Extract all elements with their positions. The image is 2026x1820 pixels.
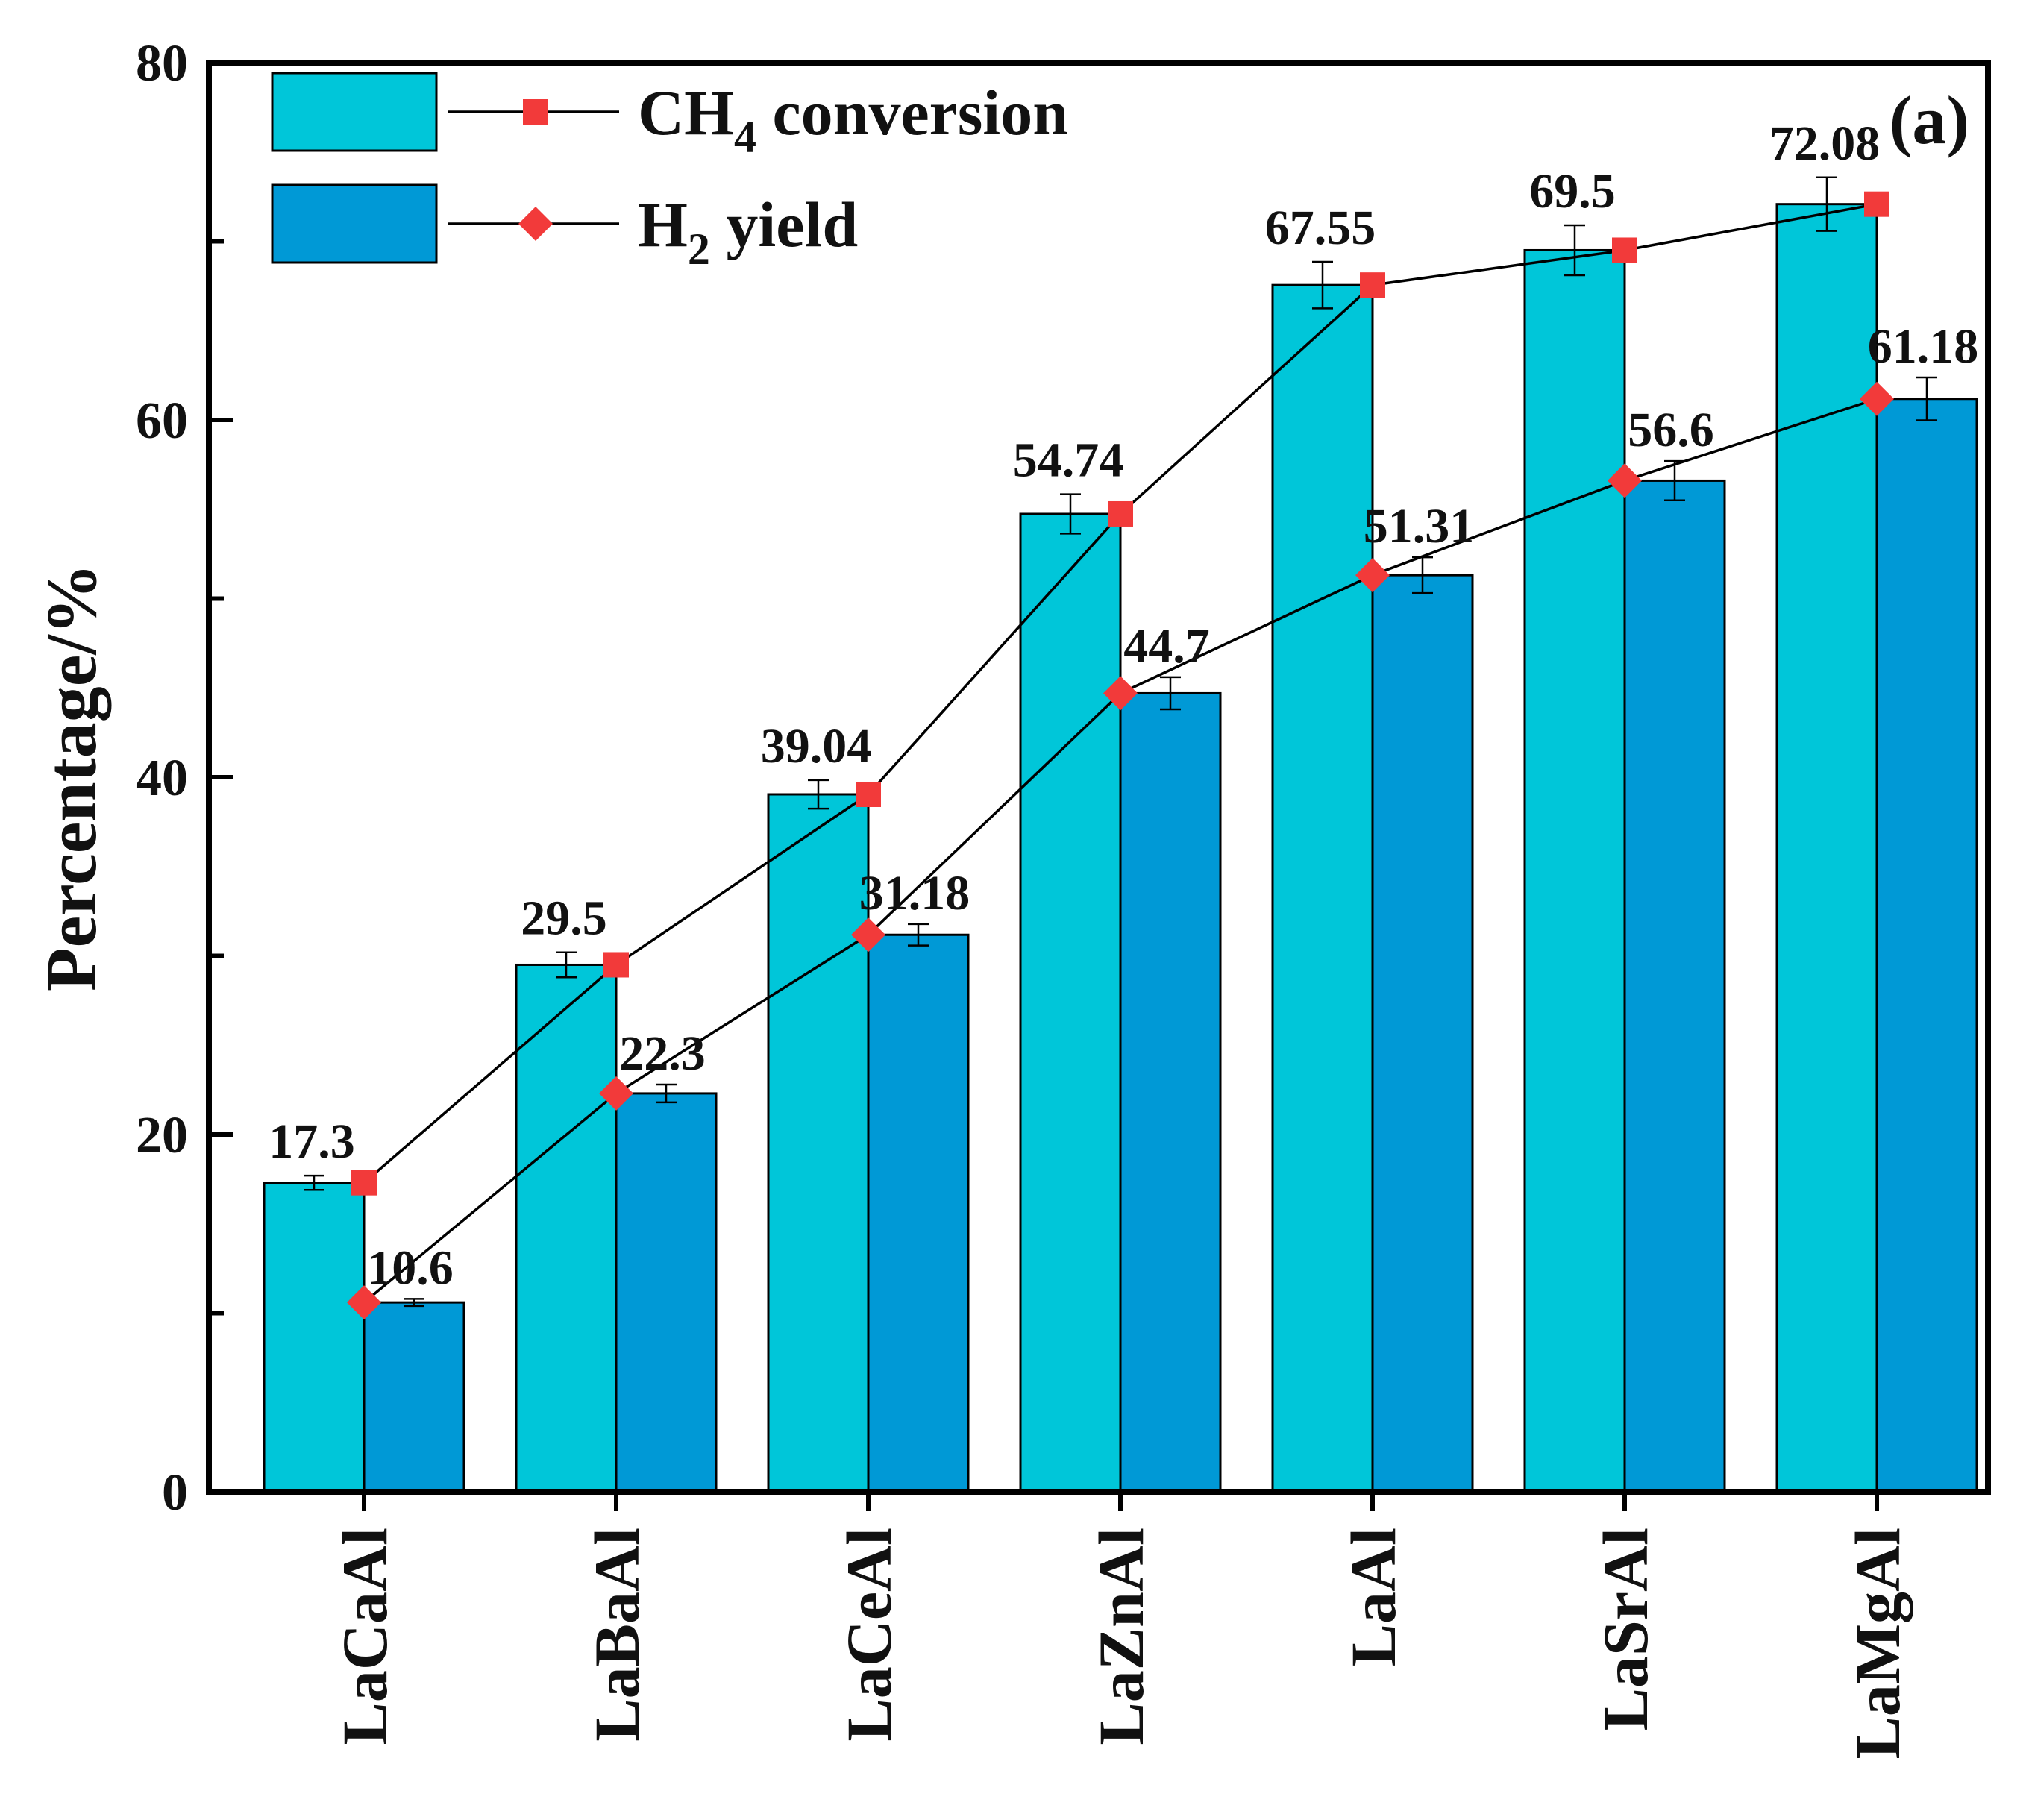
data-label-h2-LaCeAl: 31.18 <box>859 866 970 920</box>
data-labels-layer: 17.3 29.5 39.04 54.74 67.55 69.5 72.08 10.6 22.3… <box>269 116 1978 1296</box>
bar-ch4-LaBaAl <box>515 963 618 1493</box>
data-label-ch4-LaCaAl: 17.3 <box>269 1114 355 1169</box>
bar-ch4-LaCaAl <box>263 1182 366 1493</box>
data-label-ch4-LaCeAl: 39.04 <box>761 719 872 774</box>
error-bar-ch4-LaCeAl <box>808 779 829 810</box>
marker-h2-LaMgAl <box>1860 381 1894 416</box>
marker-ch4-LaBaAl <box>603 952 629 978</box>
y-tick-label: 40 <box>136 750 188 807</box>
bar-ch4-LaCeAl <box>767 793 870 1493</box>
bar-h2-LaAl <box>1371 574 1474 1493</box>
error-bar-h2-LaCaAl <box>404 1298 424 1308</box>
bar-ch4-LaMgAl <box>1775 203 1878 1493</box>
legend-item-h2: H2 yield <box>271 183 858 274</box>
data-label-ch4-LaZnAl: 54.74 <box>1013 433 1124 488</box>
legend-label-tail: yield <box>710 189 858 260</box>
x-tick-label-LaBaAl: LaBaAl <box>581 1528 653 1742</box>
error-bar-ch4-LaZnAl <box>1060 493 1081 535</box>
legend-label: CH4 conversion <box>638 77 1068 162</box>
bars-layer <box>263 203 1978 1493</box>
legend-label-main: CH <box>638 77 734 148</box>
data-label-h2-LaSrAl: 56.6 <box>1628 403 1714 457</box>
data-label-h2-LaMgAl: 61.18 <box>1868 319 1979 374</box>
legend-marker-square <box>523 99 548 125</box>
y-tick-label: 20 <box>136 1107 188 1164</box>
error-bar-h2-LaMgAl <box>1916 376 1937 421</box>
marker-h2-LaSrAl <box>1608 463 1642 498</box>
y-tick-label: 60 <box>136 392 188 450</box>
legend-label-tail: conversion <box>756 77 1068 148</box>
marker-ch4-LaCeAl <box>856 781 881 807</box>
marker-ch4-LaSrAl <box>1612 237 1637 263</box>
marker-ch4-LaAl <box>1360 272 1385 298</box>
legend-label-main: H <box>638 189 688 260</box>
error-bar-ch4-LaBaAl <box>556 951 577 979</box>
bar-h2-LaZnAl <box>1119 691 1222 1493</box>
axes-layer: 0 20 40 60 80 LaCaAl LaBaAl LaCeAl LaZnAl LaAl LaS… <box>31 35 1991 1760</box>
marker-h2-LaZnAl <box>1103 676 1138 711</box>
data-label-h2-LaZnAl: 44.7 <box>1123 619 1210 674</box>
bar-h2-LaSrAl <box>1623 479 1726 1493</box>
bar-ch4-LaZnAl <box>1019 512 1122 1493</box>
legend-item-ch4: CH4 conversion <box>271 72 1068 162</box>
data-label-h2-LaAl: 51.31 <box>1364 499 1475 553</box>
bar-ch4-LaSrAl <box>1523 248 1626 1493</box>
legend-swatch <box>271 72 438 152</box>
bar-ch4-LaAl <box>1271 283 1374 1493</box>
error-bar-ch4-LaCaAl <box>304 1174 324 1191</box>
data-label-h2-LaCaAl: 10.6 <box>367 1240 454 1295</box>
legend-label: H2 yield <box>638 189 858 274</box>
data-label-ch4-LaAl: 67.55 <box>1265 201 1376 255</box>
x-tick-label-LaAl: LaAl <box>1337 1528 1409 1666</box>
x-tick-label-LaMgAl: LaMgAl <box>1842 1528 1913 1760</box>
bar-h2-LaCeAl <box>867 933 970 1493</box>
marker-ch4-LaCaAl <box>351 1170 377 1196</box>
legend-label-subscript: 2 <box>688 225 710 274</box>
x-tick-label-LaSrAl: LaSrAl <box>1590 1528 1661 1730</box>
legend-marker-diamond <box>518 207 553 241</box>
error-bar-h2-LaBaAl <box>656 1083 677 1104</box>
x-tick-label-LaZnAl: LaZnAl <box>1085 1528 1157 1745</box>
error-bar-ch4-LaAl <box>1312 260 1333 310</box>
error-bar-h2-LaCeAl <box>908 923 929 947</box>
marker-h2-LaAl <box>1355 558 1390 593</box>
error-bar-ch4-LaSrAl <box>1564 224 1585 277</box>
legend-label-subscript: 4 <box>734 113 756 162</box>
marker-ch4-LaMgAl <box>1864 191 1889 217</box>
legend-swatch <box>271 183 438 264</box>
data-label-ch4-LaSrAl: 69.5 <box>1529 164 1616 219</box>
error-bar-ch4-LaMgAl <box>1816 176 1837 232</box>
data-label-ch4-LaMgAl: 72.08 <box>1769 116 1881 171</box>
legend: CH4 conversion H2 yield <box>271 72 1068 274</box>
marker-h2-LaCaAl <box>347 1285 381 1320</box>
y-tick-label: 80 <box>136 35 188 92</box>
bar-h2-LaBaAl <box>615 1092 718 1493</box>
panel-label: (a) <box>1889 82 1969 158</box>
x-tick-label-LaCaAl: LaCaAl <box>329 1528 401 1745</box>
y-axis-title: Percentage/% <box>31 563 111 991</box>
data-label-h2-LaBaAl: 22.3 <box>619 1026 706 1081</box>
bar-h2-LaCaAl <box>363 1301 465 1493</box>
marker-h2-LaCeAl <box>851 917 885 953</box>
marker-ch4-LaZnAl <box>1108 501 1133 527</box>
markers-layer <box>347 191 1894 1320</box>
y-tick-label: 0 <box>162 1464 188 1522</box>
marker-h2-LaBaAl <box>599 1076 633 1111</box>
bar-h2-LaMgAl <box>1875 398 1978 1493</box>
x-tick-label-LaCeAl: LaCeAl <box>833 1528 905 1742</box>
error-bar-h2-LaZnAl <box>1160 676 1181 711</box>
data-label-ch4-LaBaAl: 29.5 <box>521 891 607 946</box>
